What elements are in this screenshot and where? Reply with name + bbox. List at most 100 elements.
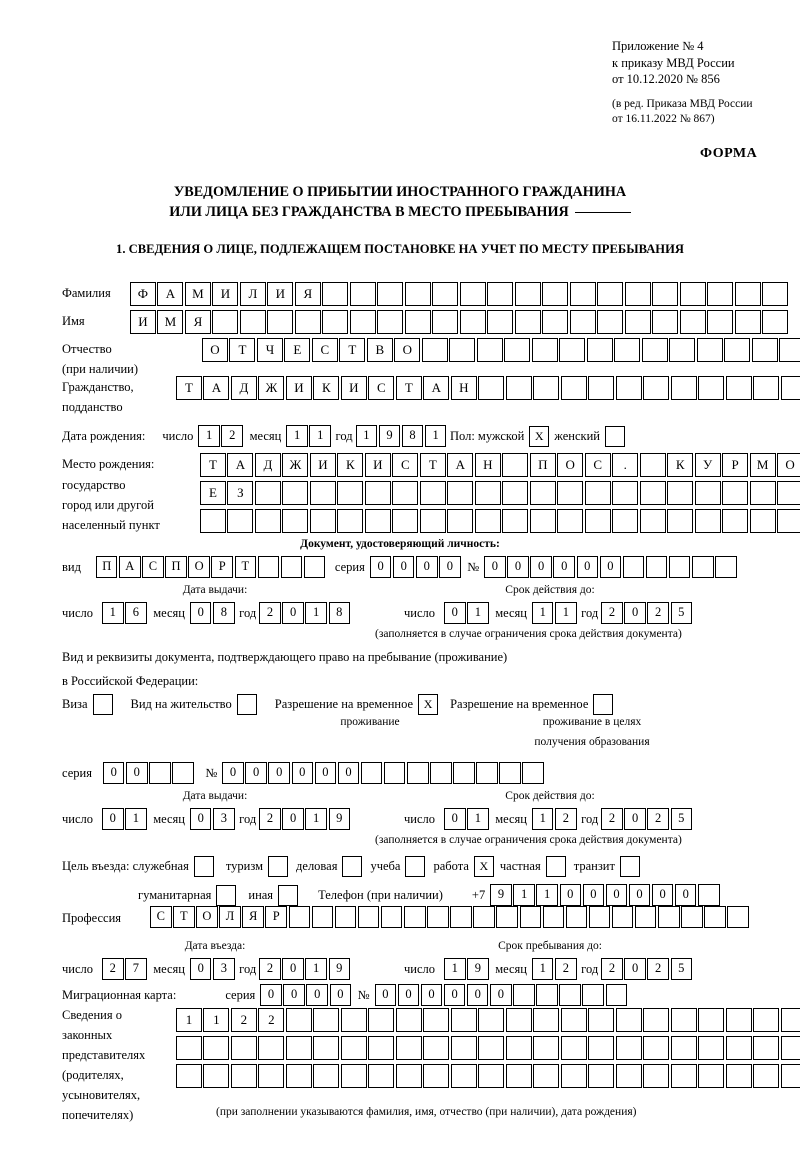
visa-checkbox[interactable] (92, 694, 113, 715)
char-cell[interactable] (419, 509, 446, 533)
char-cell[interactable] (395, 1064, 422, 1088)
purpose-transit-checkbox[interactable] (619, 856, 640, 877)
char-cell[interactable]: 0 (314, 762, 337, 784)
char-cell[interactable] (725, 1064, 752, 1088)
char-cell[interactable]: 0 (283, 984, 305, 1006)
char-cell[interactable]: 2 (258, 1008, 285, 1032)
char-cell[interactable] (777, 509, 800, 533)
char-cell[interactable]: И (309, 453, 336, 477)
char-cell[interactable]: 0 (599, 556, 622, 578)
char-cell[interactable] (569, 310, 596, 334)
char-cell[interactable] (368, 1036, 395, 1060)
char-cell[interactable] (542, 310, 569, 334)
char-cell[interactable]: 0 (306, 984, 328, 1006)
char-cell[interactable] (560, 1036, 587, 1060)
char-cell[interactable] (427, 906, 449, 928)
char-cell[interactable] (311, 906, 334, 928)
char-cell[interactable]: И (364, 453, 391, 477)
char-cell[interactable]: Е (284, 338, 311, 362)
char-cell[interactable] (423, 1064, 450, 1088)
char-cell[interactable]: Т (339, 338, 366, 362)
char-cell[interactable] (698, 884, 720, 906)
char-cell[interactable]: 2 (230, 1008, 257, 1032)
char-cell[interactable]: 2 (555, 958, 577, 980)
char-cell[interactable] (337, 509, 364, 533)
char-cell[interactable] (432, 282, 459, 306)
char-cell[interactable]: 1 (198, 425, 220, 447)
char-cell[interactable]: О (777, 453, 800, 477)
char-cell[interactable] (227, 509, 254, 533)
char-cell[interactable] (368, 1008, 395, 1032)
char-cell[interactable]: 0 (282, 958, 304, 980)
char-cell[interactable] (753, 1008, 780, 1032)
purpose-study-checkbox[interactable] (405, 856, 426, 877)
char-cell[interactable]: Я (184, 310, 211, 334)
char-cell[interactable]: К (337, 453, 364, 477)
char-cell[interactable]: О (196, 906, 218, 928)
char-cell[interactable]: П (529, 453, 556, 477)
char-cell[interactable] (404, 282, 431, 306)
char-cell[interactable] (694, 509, 721, 533)
char-cell[interactable]: 1 (305, 602, 327, 624)
char-cell[interactable]: П (165, 556, 187, 578)
char-cell[interactable]: У (694, 453, 721, 477)
char-cell[interactable] (254, 481, 281, 505)
char-cell[interactable] (725, 376, 752, 400)
char-cell[interactable]: О (202, 338, 228, 362)
char-cell[interactable] (478, 1008, 505, 1032)
char-cell[interactable] (725, 1008, 752, 1032)
char-cell[interactable]: 3 (213, 808, 235, 830)
char-cell[interactable]: А (119, 556, 141, 578)
char-cell[interactable]: 0 (530, 556, 552, 578)
sex-female-checkbox[interactable] (604, 425, 625, 447)
char-cell[interactable]: 0 (674, 884, 697, 906)
char-cell[interactable]: 0 (392, 556, 415, 578)
char-cell[interactable]: 2 (259, 808, 281, 830)
char-cell[interactable]: Л (219, 906, 241, 928)
char-cell[interactable] (565, 906, 588, 928)
char-cell[interactable] (459, 282, 486, 306)
temporary-residence-checkbox[interactable]: X (418, 694, 439, 715)
char-cell[interactable] (643, 1064, 670, 1088)
char-cell[interactable]: С (150, 906, 172, 928)
char-cell[interactable] (749, 509, 776, 533)
char-cell[interactable] (334, 906, 357, 928)
char-cell[interactable] (753, 376, 780, 400)
char-cell[interactable]: Р (211, 556, 233, 578)
char-cell[interactable] (282, 481, 309, 505)
char-cell[interactable] (476, 762, 498, 784)
char-cell[interactable]: 0 (416, 556, 438, 578)
char-cell[interactable]: П (95, 556, 118, 578)
char-cell[interactable] (337, 481, 364, 505)
char-cell[interactable] (349, 282, 376, 306)
char-cell[interactable]: 0 (490, 984, 512, 1006)
char-cell[interactable] (588, 1064, 615, 1088)
char-cell[interactable] (529, 481, 556, 505)
char-cell[interactable] (423, 1036, 450, 1060)
purpose-humanitarian-checkbox[interactable] (216, 884, 237, 906)
char-cell[interactable]: 0 (282, 602, 304, 624)
char-cell[interactable]: Д (230, 376, 257, 400)
char-cell[interactable] (670, 376, 697, 400)
char-cell[interactable] (780, 1064, 800, 1088)
char-cell[interactable]: С (368, 376, 395, 400)
char-cell[interactable]: 6 (125, 602, 147, 624)
char-cell[interactable]: Ж (282, 453, 309, 477)
char-cell[interactable]: 0 (624, 602, 646, 624)
char-cell[interactable] (203, 1036, 230, 1060)
char-cell[interactable] (569, 282, 596, 306)
char-cell[interactable]: 0 (605, 884, 628, 906)
